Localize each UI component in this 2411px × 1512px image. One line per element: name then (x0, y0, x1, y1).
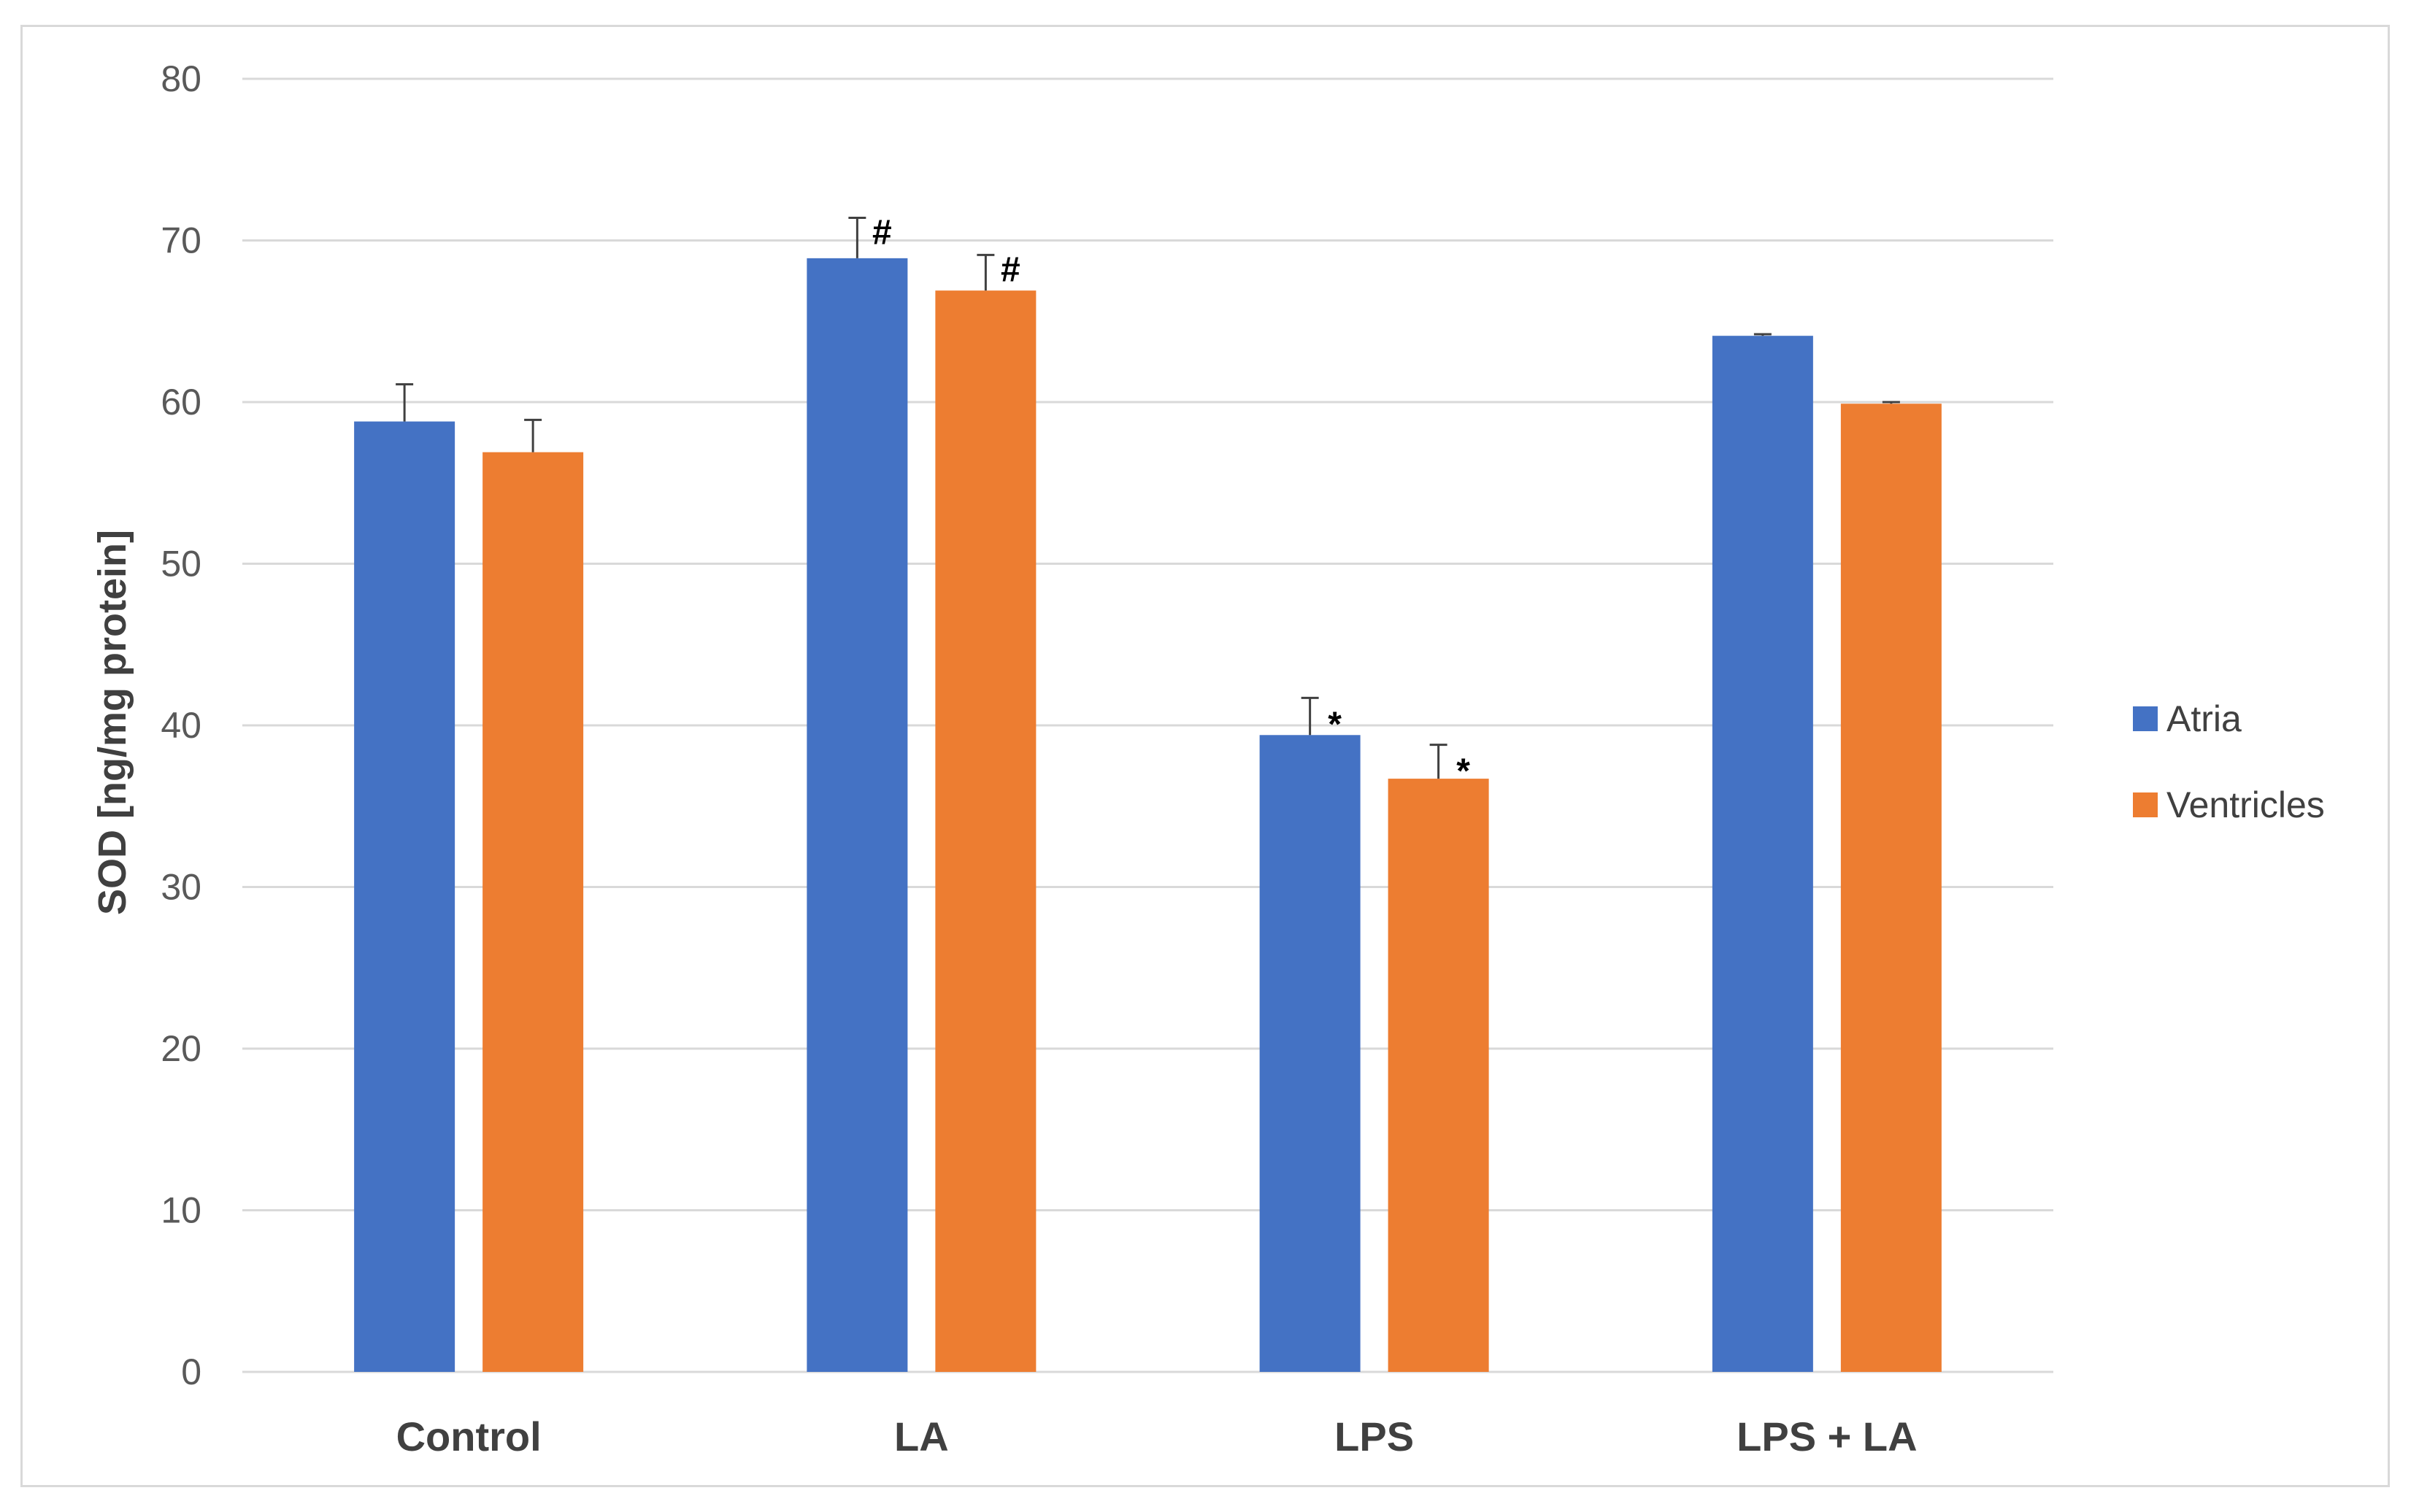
x-category-label-lps: LPS (1334, 1413, 1414, 1459)
y-tick-label-70: 70 (161, 220, 201, 261)
annotation-atria-1: # (872, 213, 892, 252)
annotation-ventricles-2: * (1456, 752, 1470, 791)
annotation-atria-2: * (1328, 705, 1342, 744)
bar-ventricles-lps-la (1840, 404, 1942, 1372)
y-tick-label-0: 0 (181, 1351, 201, 1392)
x-category-label-lps-la: LPS + LA (1737, 1413, 1917, 1459)
y-tick-label-40: 40 (161, 705, 201, 746)
bar-atria-control (354, 421, 455, 1372)
x-category-label-control: Control (396, 1413, 542, 1459)
bar-ventricles-control (482, 452, 584, 1372)
bar-ventricles-la (935, 290, 1037, 1372)
significance-annotations: # # * * (872, 213, 1470, 790)
annotation-ventricles-1: # (1001, 250, 1020, 289)
y-tick-label-60: 60 (161, 382, 201, 423)
legend-label-atria: Atria (2166, 698, 2242, 739)
y-tick-label-20: 20 (161, 1028, 201, 1069)
y-tick-label-10: 10 (161, 1190, 201, 1231)
bar-atria-lps-la (1712, 336, 1813, 1372)
legend: Atria Ventricles (2133, 698, 2325, 825)
y-axis-ticks: 0 10 20 30 40 50 60 70 80 (161, 58, 201, 1392)
bar-ventricles-lps (1388, 779, 1489, 1372)
bar-atria-lps (1259, 735, 1361, 1372)
x-category-label-la: LA (894, 1413, 949, 1459)
bar-atria-la (807, 258, 908, 1372)
y-axis-title: SOD [ng/mg protein] (91, 530, 134, 915)
legend-swatch-atria (2133, 706, 2158, 731)
bars (354, 258, 1942, 1372)
error-bars (396, 216, 1900, 779)
y-tick-label-30: 30 (161, 867, 201, 908)
y-tick-label-50: 50 (161, 544, 201, 585)
legend-label-ventricles: Ventricles (2166, 784, 2325, 825)
y-tick-label-80: 80 (161, 58, 201, 99)
x-axis-categories: Control LA LPS LPS + LA (396, 1413, 1918, 1459)
legend-swatch-ventricles (2133, 792, 2158, 817)
